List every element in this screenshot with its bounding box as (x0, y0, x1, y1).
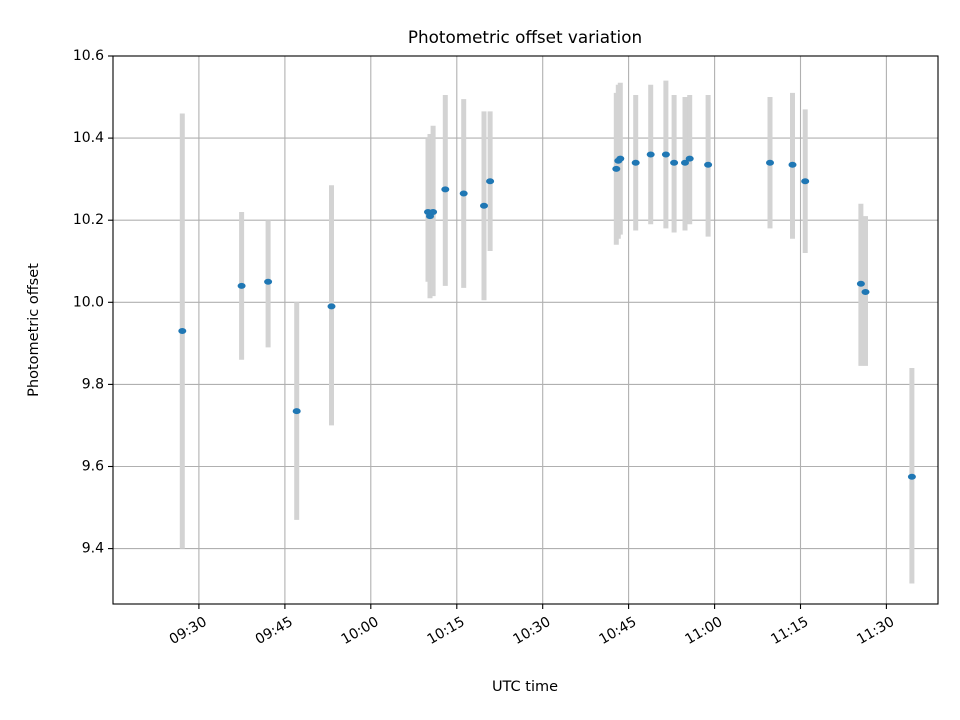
y-tick-label: 9.8 (82, 376, 104, 392)
data-point (670, 159, 679, 166)
x-tick-label: 11:00 (682, 614, 725, 648)
error-bars (179, 80, 915, 584)
data-point (441, 186, 450, 193)
x-tick-label: 10:00 (339, 614, 382, 648)
data-point (856, 280, 865, 287)
data-point (429, 209, 438, 215)
y-axis-label: Photometric offset (26, 263, 42, 397)
data-point (907, 473, 916, 480)
x-tick-label: 09:30 (167, 614, 210, 648)
data-point (661, 151, 670, 158)
data-point (646, 151, 655, 158)
y-tick-label: 10.6 (73, 48, 104, 64)
data-point (766, 159, 774, 166)
data-point (237, 282, 246, 289)
data-point (681, 159, 689, 166)
data-point (616, 155, 625, 162)
data-point (612, 165, 621, 172)
y-tick-label: 9.6 (82, 459, 104, 475)
x-tick-label: 10:15 (425, 614, 468, 648)
data-point (459, 190, 468, 197)
x-tick-label: 11:15 (768, 614, 811, 648)
data-point (480, 202, 488, 209)
x-axis-label: UTC time (492, 679, 558, 695)
data-point (327, 303, 336, 310)
chart-title: Photometric offset variation (408, 27, 642, 47)
x-tick-label: 11:30 (854, 614, 897, 648)
data-point (631, 159, 640, 166)
y-tick-label: 10.4 (73, 130, 104, 146)
data-point (292, 408, 301, 415)
grid (113, 55, 938, 604)
x-tick-label: 10:30 (511, 614, 554, 648)
x-tick-label: 09:45 (253, 614, 296, 648)
y-tick-label: 10.0 (73, 294, 104, 310)
data-points (178, 151, 916, 480)
data-point (685, 155, 694, 162)
data-point (861, 289, 870, 295)
data-point (788, 161, 797, 168)
y-axis: 9.4 9.6 9.8 10.0 10.2 10.4 10.6 (73, 48, 113, 557)
plot-frame (112, 55, 939, 605)
data-point (486, 178, 495, 185)
y-tick-label: 10.2 (73, 212, 104, 228)
data-point (704, 161, 713, 168)
y-tick-label: 9.4 (82, 541, 104, 557)
data-point (264, 278, 273, 285)
x-tick-label: 10:45 (596, 614, 639, 648)
x-axis: 09:30 09:45 10:00 10:15 10:30 10:45 11:00 11:15… (167, 604, 897, 648)
data-point (801, 178, 810, 185)
data-point (178, 328, 187, 334)
